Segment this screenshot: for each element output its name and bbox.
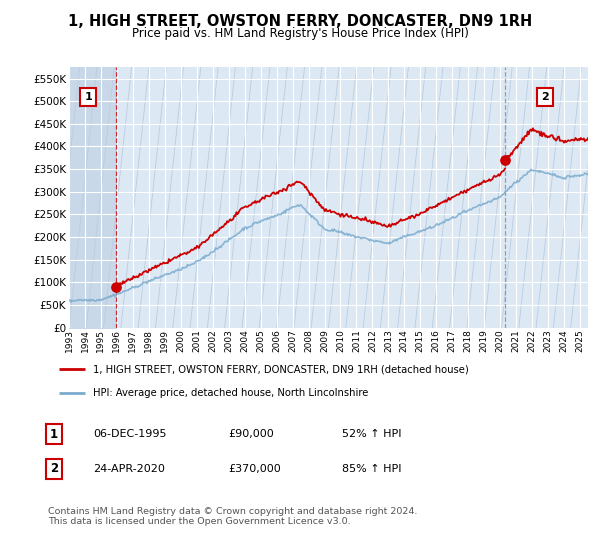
Text: 1, HIGH STREET, OWSTON FERRY, DONCASTER, DN9 1RH: 1, HIGH STREET, OWSTON FERRY, DONCASTER,… (68, 14, 532, 29)
Text: Price paid vs. HM Land Registry's House Price Index (HPI): Price paid vs. HM Land Registry's House … (131, 27, 469, 40)
Text: Contains HM Land Registry data © Crown copyright and database right 2024.
This d: Contains HM Land Registry data © Crown c… (48, 507, 418, 526)
Text: £90,000: £90,000 (228, 429, 274, 439)
Text: 24-APR-2020: 24-APR-2020 (93, 464, 165, 474)
Text: 1: 1 (84, 92, 92, 101)
Text: 2: 2 (50, 462, 58, 475)
Text: 2: 2 (541, 92, 549, 101)
Text: 1, HIGH STREET, OWSTON FERRY, DONCASTER, DN9 1RH (detached house): 1, HIGH STREET, OWSTON FERRY, DONCASTER,… (93, 364, 469, 374)
Text: 85% ↑ HPI: 85% ↑ HPI (342, 464, 401, 474)
Text: £370,000: £370,000 (228, 464, 281, 474)
Text: 52% ↑ HPI: 52% ↑ HPI (342, 429, 401, 439)
Point (111, 282, 121, 291)
Text: 06-DEC-1995: 06-DEC-1995 (93, 429, 167, 439)
Text: HPI: Average price, detached house, North Lincolnshire: HPI: Average price, detached house, Nort… (93, 389, 368, 398)
Text: 1: 1 (50, 427, 58, 441)
Point (500, 156, 510, 165)
